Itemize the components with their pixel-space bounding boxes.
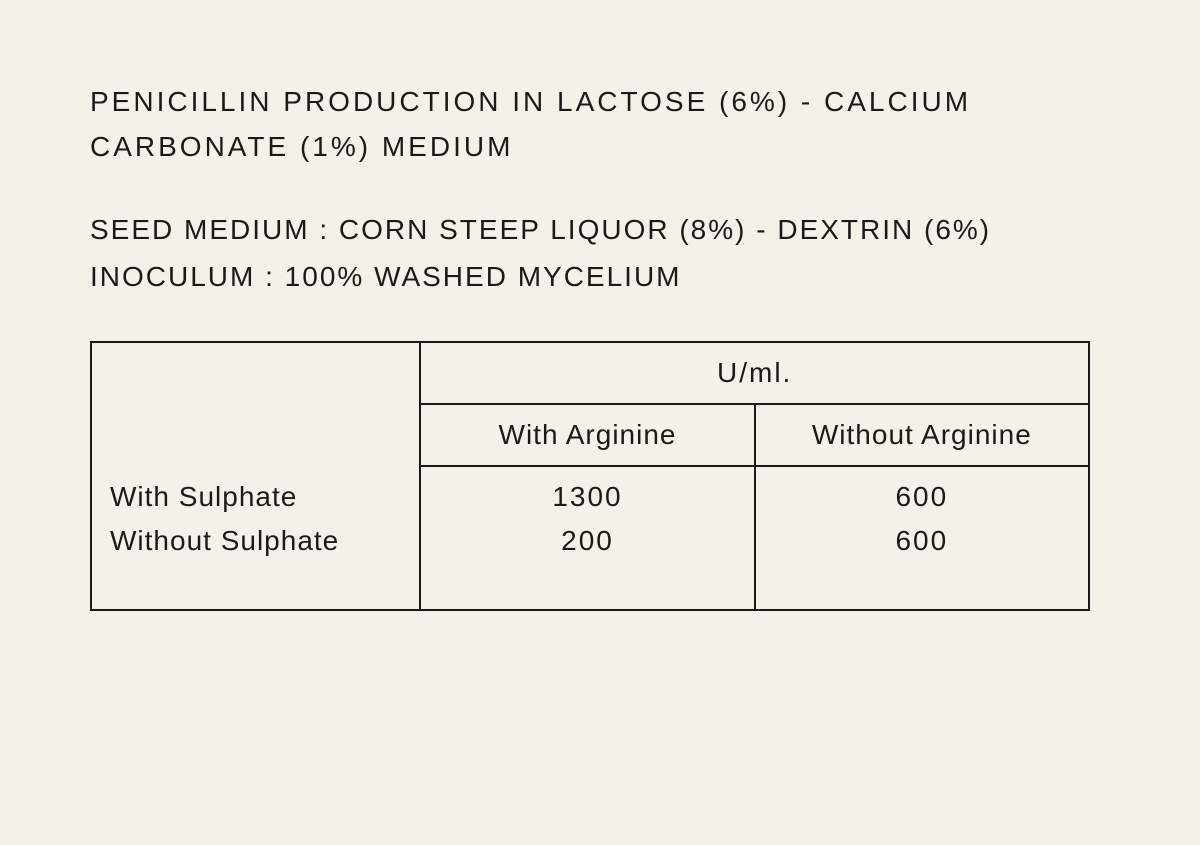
data-col-no-arginine: 600 600: [755, 466, 1089, 610]
title-block: PENICILLIN PRODUCTION IN LACTOSE (6%) - …: [90, 80, 1110, 170]
row-header-1: With Sulphate: [110, 481, 401, 513]
title-line-2: CARBONATE (1%) MEDIUM: [90, 125, 1110, 170]
row-header-2: Without Sulphate: [110, 525, 401, 557]
col-header-arginine: With Arginine: [420, 404, 754, 466]
value-sulphate-noarginine: 600: [776, 481, 1068, 513]
inoculum-line: INOCULUM : 100% WASHED MYCELIUM: [90, 253, 1110, 301]
value-sulphate-arginine: 1300: [441, 481, 733, 513]
col-header-no-arginine: Without Arginine: [755, 404, 1089, 466]
value-nosulphate-arginine: 200: [441, 525, 733, 557]
data-col-arginine: 1300 200: [420, 466, 754, 610]
title-line-1: PENICILLIN PRODUCTION IN LACTOSE (6%) - …: [90, 80, 1110, 125]
info-block: SEED MEDIUM : CORN STEEP LIQUOR (8%) - D…: [90, 206, 1110, 301]
seed-medium-line: SEED MEDIUM : CORN STEEP LIQUOR (8%) - D…: [90, 206, 1110, 254]
penicillin-table: With Sulphate Without Sulphate U/ml. Wit…: [90, 341, 1090, 611]
unit-header: U/ml.: [420, 342, 1089, 404]
value-nosulphate-noarginine: 600: [776, 525, 1068, 557]
row-header-cell: With Sulphate Without Sulphate: [91, 342, 420, 610]
data-table-wrap: With Sulphate Without Sulphate U/ml. Wit…: [90, 341, 1090, 611]
